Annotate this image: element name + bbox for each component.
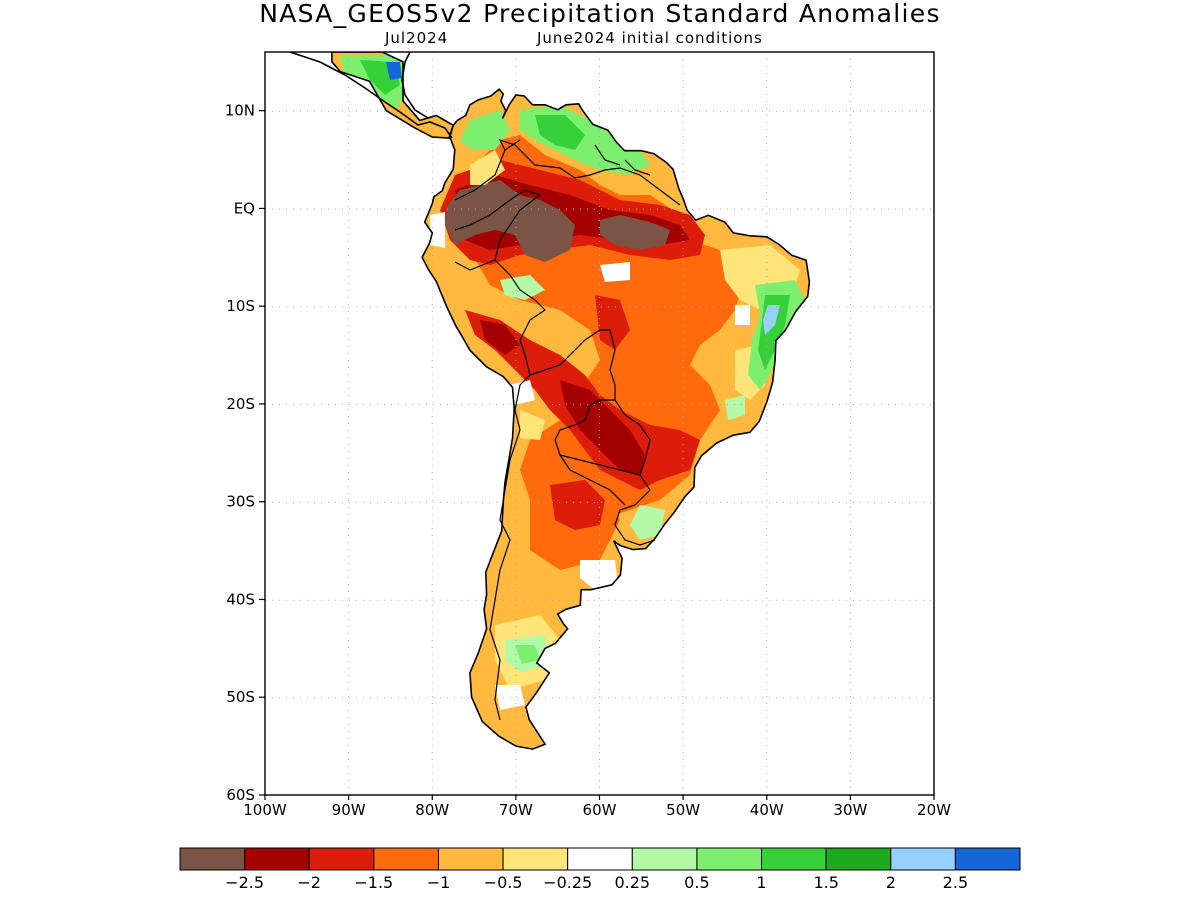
lat-tick-label: 40S bbox=[226, 590, 255, 608]
initial-conditions: June2024 initial conditions bbox=[537, 29, 763, 47]
colorbar-swatch bbox=[373, 847, 439, 871]
lat-tick-label: 30S bbox=[226, 493, 255, 511]
lon-tick-label: 50W bbox=[666, 801, 700, 819]
lon-tick-label: 20W bbox=[917, 801, 951, 819]
central-america-coastline bbox=[289, 52, 453, 139]
lat-tick-label: 10N bbox=[225, 102, 255, 120]
longitude-axis: 100W 90W 80W 70W 60W 50W 40W 30W 20W bbox=[243, 795, 951, 819]
lon-tick-label: 60W bbox=[583, 801, 617, 819]
lon-tick-label: 40W bbox=[750, 801, 784, 819]
colorbar-label: −2.5 bbox=[225, 873, 264, 892]
lat-tick-label: 60S bbox=[226, 786, 255, 804]
colorbar-label: 1 bbox=[756, 873, 766, 892]
colorbar-swatch bbox=[631, 847, 698, 871]
lon-tick-label: 100W bbox=[243, 801, 287, 819]
colorbar-swatch bbox=[179, 847, 246, 871]
lon-tick-label: 90W bbox=[332, 801, 366, 819]
colorbar-label: 2.5 bbox=[943, 873, 968, 892]
colorbar-label: 0.25 bbox=[614, 873, 650, 892]
colorbar-label: 0.5 bbox=[684, 873, 709, 892]
colorbar-swatch bbox=[244, 847, 310, 871]
forecast-month: Jul2024 bbox=[385, 29, 449, 47]
colorbar-swatch bbox=[825, 847, 892, 871]
colorbar-swatch bbox=[890, 847, 956, 871]
colorbar-swatch bbox=[567, 847, 633, 871]
colorbar-label: −0.5 bbox=[484, 873, 523, 892]
colorbar-swatch bbox=[437, 847, 504, 871]
lat-tick-label: 20S bbox=[226, 395, 255, 413]
lon-tick-label: 70W bbox=[499, 801, 533, 819]
map-title: NASA_GEOS5v2 Precipitation Standard Anom… bbox=[259, 0, 941, 28]
colorbar-swatch bbox=[308, 847, 375, 871]
colorbar-labels: −2.5 −2 −1.5 −1 −0.5 −0.25 0.25 0.5 1 1.5 2 2.5 bbox=[225, 873, 968, 892]
lat-tick-label: 50S bbox=[226, 688, 255, 706]
colorbar bbox=[179, 847, 1021, 871]
lat-tick-label: EQ bbox=[234, 199, 255, 217]
latitude-axis: 10N EQ 10S 20S 30S 40S 50S 60S bbox=[225, 102, 265, 804]
colorbar-label: −1 bbox=[427, 873, 451, 892]
country-borders bbox=[454, 138, 681, 721]
colorbar-swatch bbox=[502, 847, 569, 871]
colorbar-label: −0.25 bbox=[543, 873, 592, 892]
colorbar-swatch bbox=[954, 847, 1021, 871]
map-plot-area bbox=[265, 52, 934, 795]
colorbar-label: −2 bbox=[297, 873, 321, 892]
lon-tick-label: 80W bbox=[415, 801, 449, 819]
lon-tick-label: 30W bbox=[833, 801, 867, 819]
lat-tick-label: 10S bbox=[226, 297, 255, 315]
colorbar-label: −1.5 bbox=[354, 873, 393, 892]
colorbar-label: 1.5 bbox=[813, 873, 838, 892]
colorbar-swatch bbox=[761, 847, 827, 871]
colorbar-label: 2 bbox=[886, 873, 896, 892]
colorbar-swatch bbox=[696, 847, 763, 871]
graticule bbox=[265, 52, 934, 795]
